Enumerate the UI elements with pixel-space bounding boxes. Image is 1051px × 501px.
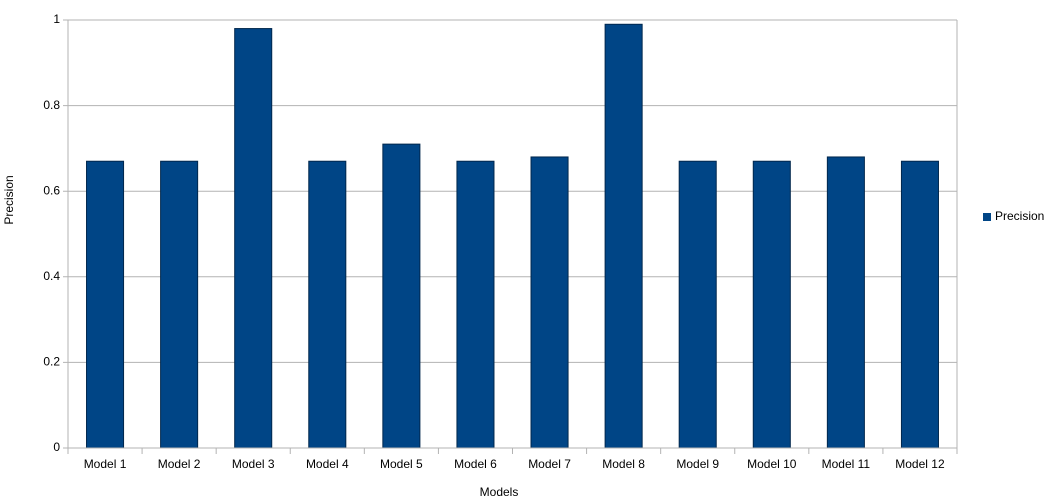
x-tick-label: Model 4 <box>306 457 349 471</box>
x-tick-label: Model 7 <box>528 457 571 471</box>
y-tick-label: 0.8 <box>43 98 60 112</box>
x-tick-label: Model 10 <box>747 457 797 471</box>
y-tick-label: 0 <box>53 440 60 454</box>
bar <box>382 143 421 449</box>
y-tick-label: 0.2 <box>43 355 60 369</box>
legend-label: Precision <box>995 209 1044 223</box>
x-tick-label: Model 8 <box>602 457 645 471</box>
bar <box>530 156 569 449</box>
x-tick-label: Model 2 <box>158 457 201 471</box>
x-axis-title: Models <box>480 485 519 499</box>
bar <box>752 160 791 449</box>
y-tick-label: 0.6 <box>43 183 60 197</box>
x-tick-label: Model 5 <box>380 457 423 471</box>
y-tick-label: 1 <box>53 12 60 26</box>
x-tick-label: Model 9 <box>676 457 719 471</box>
x-tick-label: Model 12 <box>895 457 945 471</box>
bar <box>456 160 495 449</box>
bar <box>678 160 717 449</box>
bar <box>308 160 347 449</box>
bar <box>826 156 865 449</box>
y-tick-label: 0.4 <box>43 269 60 283</box>
x-tick-label: Model 11 <box>822 457 871 471</box>
bar <box>160 160 199 449</box>
bar <box>604 23 643 449</box>
x-tick-label: Model 1 <box>84 457 127 471</box>
bar <box>234 28 273 449</box>
bar <box>86 160 125 449</box>
x-tick-label: Model 3 <box>232 457 275 471</box>
y-axis-title: Precision <box>2 175 16 224</box>
x-tick-label: Model 6 <box>454 457 497 471</box>
bar <box>900 160 939 449</box>
legend-swatch <box>983 213 991 221</box>
